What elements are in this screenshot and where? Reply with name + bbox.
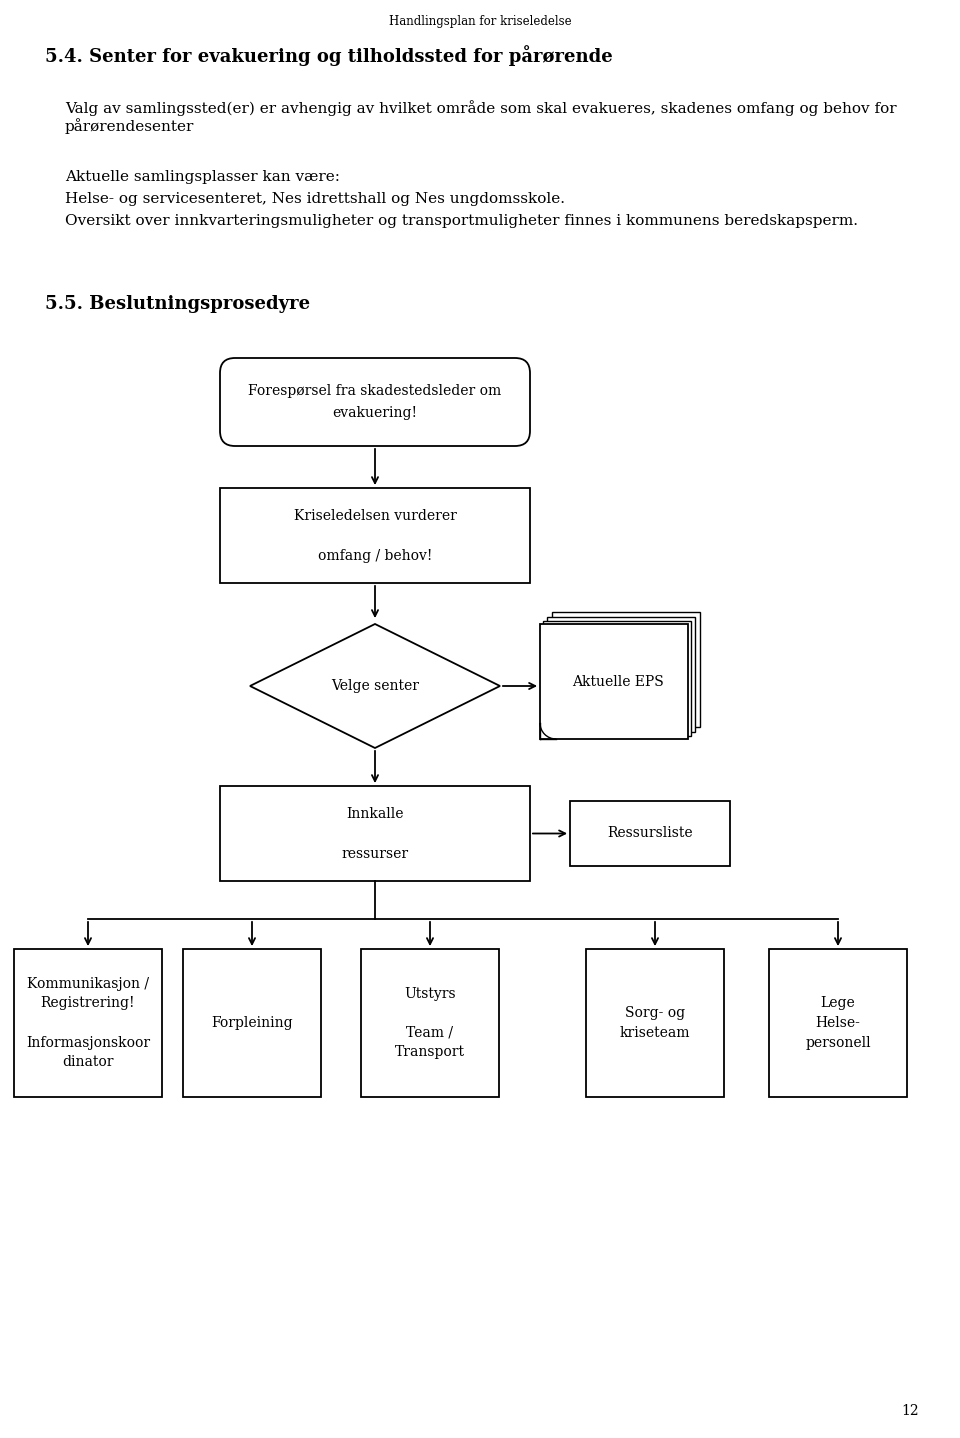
Bar xyxy=(547,617,695,732)
Text: Valg av samlingssted(er) er avhengig av hvilket område som skal evakueres, skade: Valg av samlingssted(er) er avhengig av … xyxy=(65,101,897,134)
Polygon shape xyxy=(250,624,500,748)
Bar xyxy=(220,787,530,881)
Text: Ressursliste: Ressursliste xyxy=(607,825,693,840)
Bar xyxy=(769,949,907,1097)
Bar xyxy=(552,613,700,728)
Text: omfang / behov!: omfang / behov! xyxy=(318,549,432,564)
Text: 5.4. Senter for evakuering og tilholdssted for pårørende: 5.4. Senter for evakuering og tilholdsst… xyxy=(45,45,612,66)
Text: Aktuelle EPS: Aktuelle EPS xyxy=(572,674,664,689)
Text: Forespørsel fra skadestedsleder om
evakuering!: Forespørsel fra skadestedsleder om evaku… xyxy=(249,384,502,420)
Text: Velge senter: Velge senter xyxy=(331,679,419,693)
Bar xyxy=(570,801,730,866)
Text: 5.5. Beslutningsprosedyre: 5.5. Beslutningsprosedyre xyxy=(45,295,310,313)
Bar xyxy=(183,949,321,1097)
Text: Sorg- og
kriseteam: Sorg- og kriseteam xyxy=(620,1007,690,1040)
Text: Kriseledelsen vurderer: Kriseledelsen vurderer xyxy=(294,509,456,523)
Bar xyxy=(14,949,162,1097)
Text: ressurser: ressurser xyxy=(342,847,409,861)
Text: Kommunikasjon /
Registrering!

Informasjonskoor
dinator: Kommunikasjon / Registrering! Informasjo… xyxy=(26,976,150,1068)
Text: 12: 12 xyxy=(901,1403,919,1418)
Bar xyxy=(540,624,688,739)
Text: Lege
Helse-
personell: Lege Helse- personell xyxy=(805,997,871,1050)
Bar xyxy=(543,621,691,736)
Text: Utstyrs

Team /
Transport: Utstyrs Team / Transport xyxy=(395,986,465,1060)
Text: Aktuelle samlingsplasser kan være:: Aktuelle samlingsplasser kan være: xyxy=(65,170,340,184)
Text: Oversikt over innkvarteringsmuligheter og transportmuligheter finnes i kommunens: Oversikt over innkvarteringsmuligheter o… xyxy=(65,214,858,229)
Text: Helse- og servicesenteret, Nes idrettshall og Nes ungdomsskole.: Helse- og servicesenteret, Nes idrettsha… xyxy=(65,193,565,206)
Text: Innkalle: Innkalle xyxy=(347,807,404,821)
Bar xyxy=(220,487,530,582)
Text: Handlingsplan for kriseledelse: Handlingsplan for kriseledelse xyxy=(389,14,571,27)
Bar xyxy=(361,949,499,1097)
Bar xyxy=(586,949,724,1097)
FancyBboxPatch shape xyxy=(220,358,530,446)
Text: Forpleining: Forpleining xyxy=(211,1017,293,1030)
